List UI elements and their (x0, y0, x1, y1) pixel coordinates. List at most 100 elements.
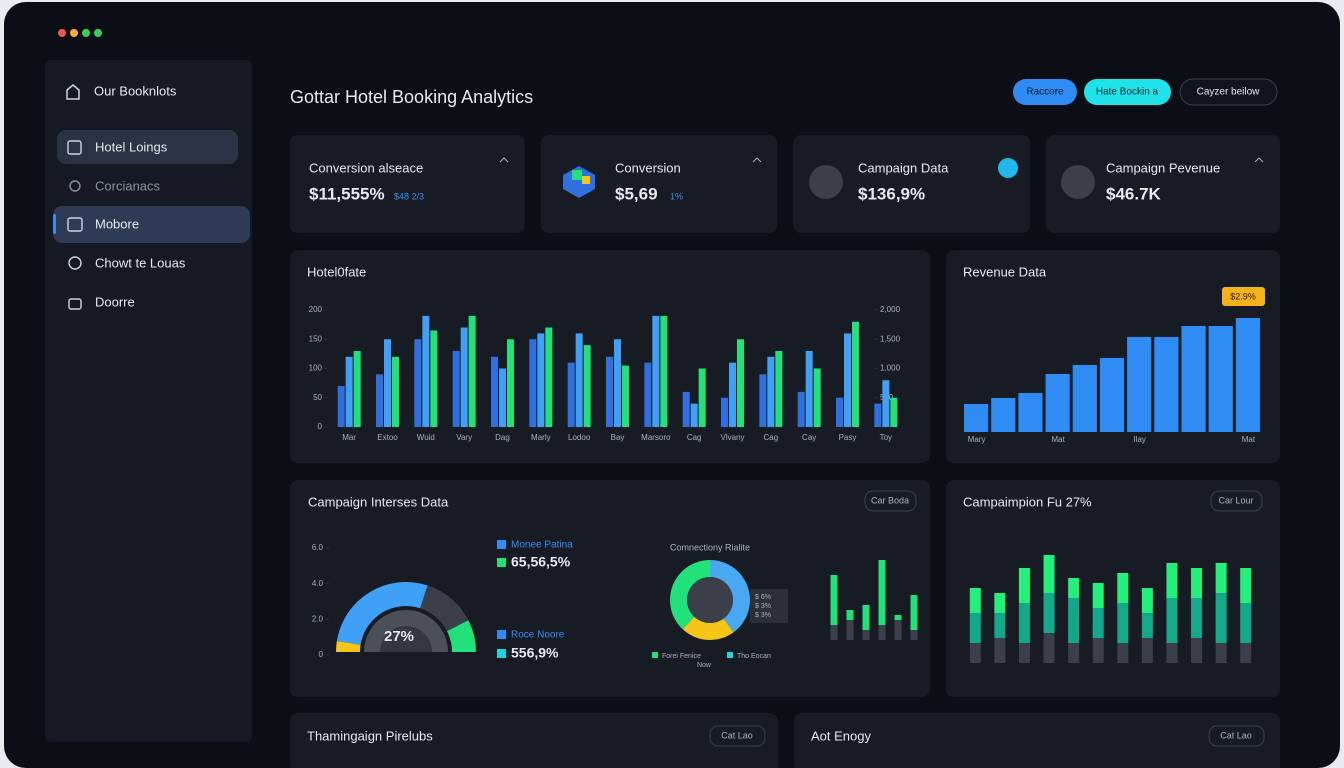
kpi-note: 1% (670, 191, 683, 201)
bar-segment (1215, 563, 1227, 593)
bar (805, 350, 813, 427)
nav-item[interactable]: Corcianacs (95, 178, 161, 193)
x-tick-label: Marly (531, 433, 551, 442)
button-label[interactable]: Cat Lao (1220, 730, 1252, 740)
kpi-label: Conversion (615, 160, 681, 175)
icon (67, 217, 83, 232)
bar (1181, 326, 1206, 432)
bar (575, 333, 583, 427)
nav-item[interactable]: Hotel Loings (95, 139, 168, 154)
donut-hole (687, 577, 733, 623)
bar-segment (1240, 568, 1252, 603)
legend-swatch (497, 649, 506, 658)
bar-segment (846, 620, 854, 640)
page-title: Gottar Hotel Booking Analytics (290, 87, 533, 107)
x-tick-label: Dag (495, 433, 510, 442)
bar-segment (910, 595, 918, 630)
y-tick-label: 150 (309, 334, 323, 343)
button[interactable] (864, 490, 917, 512)
bar (460, 327, 468, 427)
legend-label: Monee Patina (511, 540, 573, 551)
kpi-label: Conversion alseace (309, 160, 423, 175)
nav-item[interactable]: Mobore (95, 216, 139, 231)
bar (430, 330, 438, 427)
x-tick-label: Toy (880, 433, 892, 442)
bar (767, 356, 775, 427)
bar-segment (1166, 563, 1178, 598)
gauge-label: 27% (384, 628, 414, 645)
bar-segment (1018, 603, 1030, 643)
bar (644, 362, 652, 427)
x-tick-label: Wuid (417, 433, 435, 442)
bar (964, 404, 989, 432)
chevron[interactable] (499, 157, 1264, 163)
x-tick-label: Marsoro (641, 433, 671, 442)
nav-item[interactable]: Doorre (95, 294, 135, 309)
button[interactable] (1013, 79, 1077, 105)
bar (1018, 393, 1043, 432)
bar-segment (1141, 588, 1153, 613)
bar-segment (969, 613, 981, 643)
donut-title: Comnectiony Rialite (670, 542, 750, 552)
x-tick-label: Vlvany (720, 433, 744, 442)
bar (729, 362, 736, 427)
x-tick-label: Cay (802, 433, 816, 442)
x-tick-label: Extoo (377, 433, 398, 442)
button-label[interactable]: Cayzer beilow (1197, 87, 1261, 98)
donut-note: Now (697, 662, 712, 669)
button-label[interactable]: Hate Bockin a (1096, 87, 1159, 98)
button-label[interactable]: Raccore (1026, 87, 1064, 98)
bar (775, 350, 783, 427)
bar-segment (1092, 638, 1104, 663)
legend-swatch (652, 652, 658, 658)
x-tick-label: Vary (456, 433, 472, 442)
icon (998, 158, 1018, 178)
bar-segment (994, 593, 1006, 613)
bar-segment (1191, 598, 1203, 638)
bar (882, 380, 890, 427)
bar (583, 345, 591, 427)
bar-segment (1043, 555, 1055, 593)
bar-segment (830, 575, 838, 625)
bar-segment (1068, 578, 1080, 598)
bar-segment (1240, 603, 1252, 643)
bar-segment (1191, 568, 1203, 598)
x-tick-label: Bay (611, 433, 625, 442)
nav-item[interactable]: Chowt te Louas (95, 255, 186, 270)
y-tick-label: 4.0 (312, 579, 324, 588)
callout-label: $ 6% (755, 594, 771, 601)
button[interactable] (1210, 490, 1263, 512)
y2-tick-label: 1,000 (880, 364, 901, 373)
button[interactable] (1084, 79, 1171, 105)
panel (290, 713, 778, 768)
bar (682, 391, 690, 427)
button[interactable] (709, 725, 766, 747)
button-label[interactable]: Car Lour (1218, 495, 1253, 505)
y-tick-label: 0 (318, 422, 323, 431)
bar-segment (1117, 643, 1129, 663)
kpi-value: $5,69 (615, 184, 658, 203)
button-label[interactable]: Car Boda (871, 495, 909, 505)
bar-segment (1018, 568, 1030, 603)
x-tick-label: Mary (968, 435, 986, 444)
bar-segment (830, 625, 838, 640)
x-tick-label: Ilay (1133, 435, 1145, 444)
bar-segment (1191, 638, 1203, 663)
bar (452, 350, 460, 427)
button[interactable] (1179, 78, 1278, 106)
bar (337, 386, 345, 427)
bar-segment (994, 613, 1006, 638)
bar (614, 339, 621, 427)
button-label[interactable]: Cat Lao (721, 730, 753, 740)
y-tick-label: 200 (309, 305, 323, 314)
callout (750, 589, 788, 623)
icon (582, 176, 590, 184)
panel-title: Revenue Data (963, 264, 1047, 279)
button[interactable] (1208, 725, 1265, 747)
bar-segment (1117, 603, 1129, 643)
legend-label: Roce Noore (511, 630, 565, 641)
kpi-value: $136,9% (858, 184, 925, 203)
donut-slice (669, 560, 710, 630)
icon (563, 166, 595, 198)
legend-swatch (497, 630, 506, 639)
